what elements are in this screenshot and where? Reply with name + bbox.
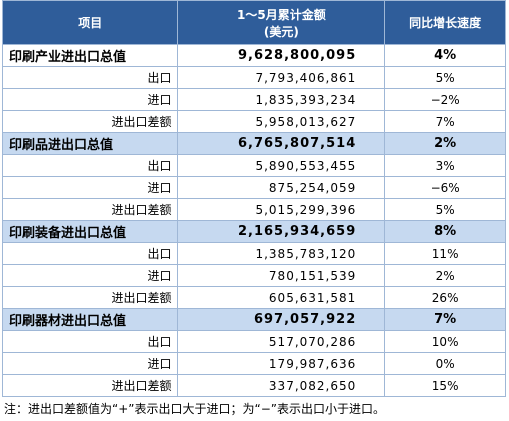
header-cell: 同比增长速度: [384, 0, 506, 45]
section-value: 9,628,800,095: [177, 44, 386, 67]
item-row: 出口 517,070,286 10%: [1, 330, 506, 353]
section-change: 7%: [384, 308, 506, 331]
section-label: 印刷品进出口总值: [1, 132, 179, 155]
item-change: 10%: [384, 330, 506, 353]
section-label: 印刷产业进出口总值: [1, 44, 179, 67]
section-row: 印刷品进出口总值 6,765,807,514 2%: [1, 132, 506, 155]
item-change: 26%: [384, 286, 506, 309]
section-row: 印刷器材进出口总值 697,057,922 7%: [1, 308, 506, 331]
item-value: 517,070,286: [177, 330, 386, 353]
section-change: 8%: [384, 220, 506, 243]
item-label: 出口: [1, 242, 179, 265]
item-row: 进出口差额 5,015,299,396 5%: [1, 198, 506, 221]
note: 注：进出口差额值为“+”表示出口大于进口；为“−”表示出口小于进口。: [4, 402, 385, 416]
section-value: 2,165,934,659: [177, 220, 386, 243]
item-change: 5%: [384, 198, 506, 221]
item-value: 1,835,393,234: [177, 88, 386, 111]
item-row: 进口 780,151,539 2%: [1, 264, 506, 287]
section-label: 印刷装备进出口总值: [1, 220, 179, 243]
item-row: 进出口差额 5,958,013,627 7%: [1, 110, 506, 133]
data-table: 项目 1～5月累计金额 (美元) 同比增长速度 印刷产业进出口总值 9,628,8…: [1, 0, 506, 397]
section-change: 4%: [384, 44, 506, 67]
section-label: 印刷器材进出口总值: [1, 308, 179, 331]
item-row: 出口 5,890,553,455 3%: [1, 154, 506, 177]
item-row: 进口 1,835,393,234 −2%: [1, 88, 506, 111]
table-body: 印刷产业进出口总值 9,628,800,095 4% 出口 7,793,406,861 5…: [1, 44, 506, 397]
item-label: 进口: [1, 264, 179, 287]
item-label: 进口: [1, 88, 179, 111]
header-row: 项目 1～5月累计金额 (美元) 同比增长速度: [1, 0, 506, 45]
section-value: 6,765,807,514: [177, 132, 386, 155]
item-change: −2%: [384, 88, 506, 111]
item-row: 出口 1,385,783,120 11%: [1, 242, 506, 265]
item-label: 进出口差额: [1, 286, 179, 309]
item-value: 179,987,636: [177, 352, 386, 375]
item-label: 进出口差额: [1, 374, 179, 397]
item-label: 进口: [1, 352, 179, 375]
section-row: 印刷装备进出口总值 2,165,934,659 8%: [1, 220, 506, 243]
section-change: 2%: [384, 132, 506, 155]
item-label: 出口: [1, 66, 179, 89]
item-label: 进口: [1, 176, 179, 199]
item-change: 0%: [384, 352, 506, 375]
item-change: 7%: [384, 110, 506, 133]
item-row: 进出口差额 337,082,650 15%: [1, 374, 506, 397]
header-cell: 1～5月累计金额 (美元): [177, 0, 386, 45]
item-label: 进出口差额: [1, 110, 179, 133]
item-row: 出口 7,793,406,861 5%: [1, 66, 506, 89]
item-value: 337,082,650: [177, 374, 386, 397]
item-change: 11%: [384, 242, 506, 265]
header-cell: 项目: [1, 0, 179, 45]
item-change: 15%: [384, 374, 506, 397]
item-row: 进口 875,254,059 −6%: [1, 176, 506, 199]
item-change: 3%: [384, 154, 506, 177]
item-label: 进出口差额: [1, 198, 179, 221]
item-label: 出口: [1, 330, 179, 353]
item-value: 605,631,581: [177, 286, 386, 309]
item-value: 5,015,299,396: [177, 198, 386, 221]
item-value: 875,254,059: [177, 176, 386, 199]
section-row: 印刷产业进出口总值 9,628,800,095 4%: [1, 44, 506, 67]
item-change: 5%: [384, 66, 506, 89]
item-change: −6%: [384, 176, 506, 199]
item-value: 780,151,539: [177, 264, 386, 287]
section-value: 697,057,922: [177, 308, 386, 331]
item-label: 出口: [1, 154, 179, 177]
item-value: 1,385,783,120: [177, 242, 386, 265]
item-value: 5,958,013,627: [177, 110, 386, 133]
item-value: 5,890,553,455: [177, 154, 386, 177]
item-change: 2%: [384, 264, 506, 287]
item-value: 7,793,406,861: [177, 66, 386, 89]
item-row: 进口 179,987,636 0%: [1, 352, 506, 375]
item-row: 进出口差额 605,631,581 26%: [1, 286, 506, 309]
